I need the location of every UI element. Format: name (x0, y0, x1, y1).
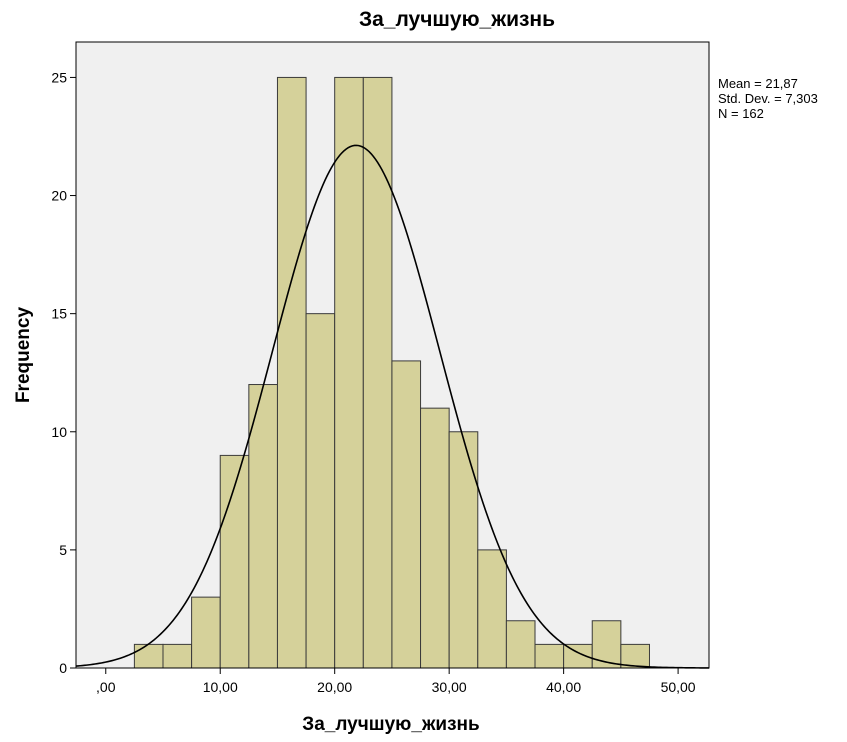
stats-mean: Mean = 21,87 (718, 76, 798, 91)
x-tick-label: 30,00 (432, 679, 467, 695)
histogram-bar (133, 643, 164, 669)
y-tick-label: 10 (51, 424, 67, 440)
histogram-bar (391, 360, 422, 669)
x-axis-title: За_лучшую_жизнь (302, 714, 479, 735)
normal-curve (75, 144, 710, 669)
histogram-bar (276, 76, 307, 669)
stats-std-dev: Std. Dev. = 7,303 (718, 91, 818, 106)
chart-title: За_лучшую_жизнь (359, 8, 555, 31)
y-tick-label: 20 (51, 188, 67, 204)
y-tick-label: 15 (51, 306, 67, 322)
x-tick-label: 20,00 (317, 679, 352, 695)
x-tick-label: 40,00 (546, 679, 581, 695)
histogram-bar (162, 643, 193, 669)
histogram-bar (420, 407, 450, 669)
x-tick-label: ,00 (96, 679, 116, 695)
x-axis: ,00 10,00 20,00 30,00 40,00 50,00 (96, 668, 696, 695)
y-axis: 0 5 10 15 20 25 (51, 69, 76, 676)
y-tick-label: 0 (59, 660, 67, 676)
histogram-bar (477, 549, 507, 669)
histogram-bar (534, 643, 565, 669)
bars-group (133, 76, 650, 669)
histogram-bar (505, 620, 536, 669)
plot-frame (75, 41, 710, 669)
histogram-bar (448, 431, 479, 669)
histogram-bar (191, 596, 221, 669)
y-axis-title: Frequency (13, 307, 34, 404)
histogram-bar (362, 76, 393, 669)
stats-box: Mean = 21,87 Std. Dev. = 7,303 N = 162 (718, 76, 818, 121)
histogram-bar (591, 620, 622, 669)
x-tick-label: 50,00 (661, 679, 696, 695)
y-tick-label: 5 (59, 542, 67, 558)
x-tick-label: 10,00 (203, 679, 238, 695)
histogram-bar (334, 76, 364, 669)
stats-n: N = 162 (718, 106, 764, 121)
histogram-bar (305, 313, 336, 669)
histogram-bar (248, 384, 278, 669)
y-tick-label: 25 (51, 69, 67, 85)
